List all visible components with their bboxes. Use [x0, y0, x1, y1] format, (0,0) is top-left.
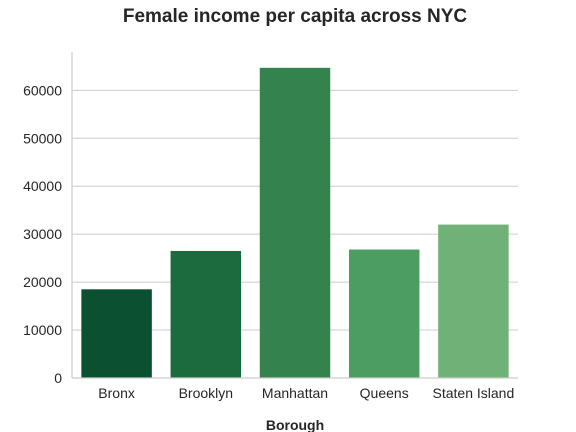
bar-brooklyn — [170, 250, 242, 378]
bar-staten-island — [438, 224, 509, 378]
y-tick-label: 40000 — [23, 178, 62, 194]
bar-bronx — [81, 289, 152, 378]
x-tick-label: Brooklyn — [179, 385, 233, 401]
x-tick-label: Manhattan — [262, 385, 328, 401]
y-tick-label: 30000 — [23, 226, 62, 242]
y-tick-label: 20000 — [23, 274, 62, 290]
x-tick-label: Queens — [360, 385, 409, 401]
y-tick-label: 50000 — [23, 130, 62, 146]
bar-manhattan — [259, 67, 331, 378]
bars — [81, 67, 509, 378]
y-tick-label: 0 — [54, 370, 62, 386]
y-tick-labels: 0 10000 20000 30000 40000 50000 60000 — [23, 82, 62, 386]
chart-title: Female income per capita across NYC — [123, 6, 468, 27]
x-tick-label: Bronx — [98, 385, 135, 401]
y-tick-label: 10000 — [23, 322, 62, 338]
x-axis-label: Borough — [266, 417, 324, 432]
x-tick-labels: Bronx Brooklyn Manhattan Queens Staten Islan… — [98, 385, 514, 401]
y-tick-label: 60000 — [23, 82, 62, 98]
bar-queens — [348, 249, 420, 378]
x-tick-label: Staten Island — [433, 385, 515, 401]
axes — [71, 52, 518, 379]
